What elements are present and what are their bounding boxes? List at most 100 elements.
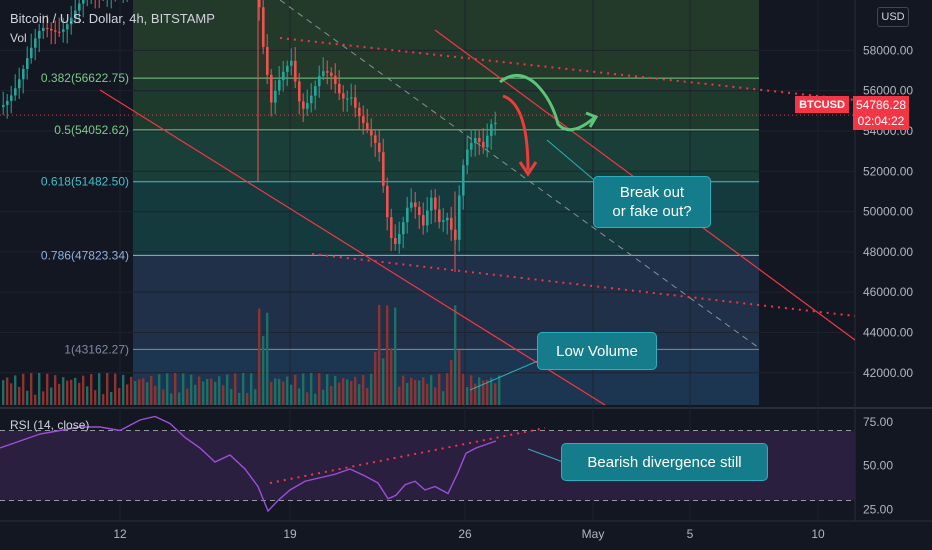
time-tick-label: 26 bbox=[458, 527, 472, 541]
low-volume-callout: Low Volume bbox=[537, 332, 657, 370]
rsi-line bbox=[0, 415, 497, 513]
volume-bar bbox=[134, 381, 137, 405]
candle bbox=[362, 116, 365, 123]
fib-label: 0.618(51482.50) bbox=[41, 175, 129, 189]
rsi-divergence-line bbox=[269, 427, 546, 484]
volume-bar bbox=[90, 374, 93, 405]
candle bbox=[70, 17, 73, 25]
volume-bar bbox=[162, 389, 165, 405]
volume-bar bbox=[266, 312, 269, 405]
candle bbox=[342, 93, 345, 99]
rsi-tick-label: 25.00 bbox=[863, 502, 893, 516]
volume-bar bbox=[10, 383, 13, 405]
candle bbox=[366, 122, 369, 130]
volume-bar bbox=[398, 386, 401, 405]
candle bbox=[370, 129, 373, 136]
candle bbox=[486, 135, 489, 148]
candle bbox=[258, 0, 261, 8]
price-tick-label: 44000.00 bbox=[863, 325, 913, 339]
candle bbox=[386, 185, 389, 218]
candle bbox=[350, 97, 353, 99]
volume-bar bbox=[150, 375, 153, 405]
fib-zone bbox=[133, 129, 759, 182]
volume-bar bbox=[234, 373, 237, 405]
volume-bar bbox=[434, 387, 437, 405]
volume-bar bbox=[206, 378, 209, 405]
rsi-label: RSI (14, close) bbox=[10, 418, 90, 432]
fib-zone bbox=[133, 78, 759, 130]
candle bbox=[14, 88, 17, 96]
bullish-arrow bbox=[499, 74, 595, 132]
volume-bar bbox=[6, 377, 9, 405]
volume-bar bbox=[202, 381, 205, 405]
time-tick-label: 10 bbox=[811, 527, 825, 541]
volume-bar bbox=[386, 305, 389, 405]
time-tick-label: May bbox=[582, 527, 605, 541]
candle bbox=[302, 101, 305, 109]
volume-bar bbox=[354, 376, 357, 405]
volume-bar bbox=[350, 380, 353, 405]
candle bbox=[438, 209, 441, 222]
candle bbox=[326, 71, 329, 73]
candle bbox=[298, 81, 301, 102]
candle bbox=[22, 68, 25, 80]
candle bbox=[442, 220, 445, 222]
volume-bar bbox=[382, 358, 385, 405]
rsi-tick-label: 75.00 bbox=[863, 415, 893, 429]
candle bbox=[270, 74, 273, 103]
candle bbox=[290, 60, 293, 66]
volume-bar bbox=[254, 389, 257, 405]
volume-bar bbox=[78, 382, 81, 405]
volume-bar bbox=[362, 374, 365, 405]
volume-bar bbox=[146, 382, 149, 405]
candle bbox=[262, 7, 265, 47]
volume-bar bbox=[222, 385, 225, 405]
volume-bar bbox=[462, 373, 465, 405]
bearish-arrow-head bbox=[518, 161, 538, 177]
volume-bar bbox=[330, 385, 333, 405]
volume-bar bbox=[62, 377, 65, 405]
volume-bar bbox=[194, 384, 197, 405]
candle bbox=[18, 79, 21, 89]
volume-bar bbox=[466, 387, 469, 405]
volume-bar bbox=[446, 373, 449, 405]
candle bbox=[82, 0, 85, 4]
volume-bar bbox=[110, 391, 113, 405]
volume-bar bbox=[246, 393, 249, 405]
candle bbox=[274, 90, 277, 103]
candle bbox=[482, 141, 485, 148]
price-tick-label: 52000.00 bbox=[863, 164, 913, 178]
volume-bar bbox=[174, 373, 177, 405]
candle bbox=[58, 31, 61, 33]
volume-bar bbox=[338, 382, 341, 405]
volume-bar bbox=[82, 375, 85, 405]
volume-bar bbox=[38, 373, 41, 405]
volume-bar bbox=[278, 379, 281, 405]
volume-bar bbox=[290, 384, 293, 405]
break-out-text: Break out or fake out? bbox=[612, 184, 692, 220]
volume-bar bbox=[218, 376, 221, 405]
volume-bar bbox=[286, 376, 289, 405]
volume-bar bbox=[66, 380, 69, 405]
candle bbox=[422, 215, 425, 226]
time-tick-label: 19 bbox=[283, 527, 297, 541]
volume-bar bbox=[42, 391, 45, 405]
channel-lower-line bbox=[99, 89, 606, 406]
volume-bar bbox=[226, 374, 229, 405]
candle bbox=[310, 95, 313, 104]
volume-bar bbox=[302, 373, 305, 405]
currency-button[interactable]: USD bbox=[877, 7, 909, 27]
volume-bar bbox=[54, 375, 57, 405]
candle bbox=[434, 197, 437, 210]
volume-bar bbox=[402, 375, 405, 405]
candle bbox=[462, 165, 465, 196]
candle bbox=[390, 217, 393, 239]
symbol-tag: BTCUSD bbox=[795, 96, 849, 113]
volume-bar bbox=[238, 392, 241, 405]
volume-bar bbox=[102, 394, 105, 405]
candle bbox=[394, 238, 397, 244]
price-tick-label: 48000.00 bbox=[863, 245, 913, 259]
candle bbox=[66, 24, 69, 30]
volume-bar bbox=[214, 381, 217, 405]
